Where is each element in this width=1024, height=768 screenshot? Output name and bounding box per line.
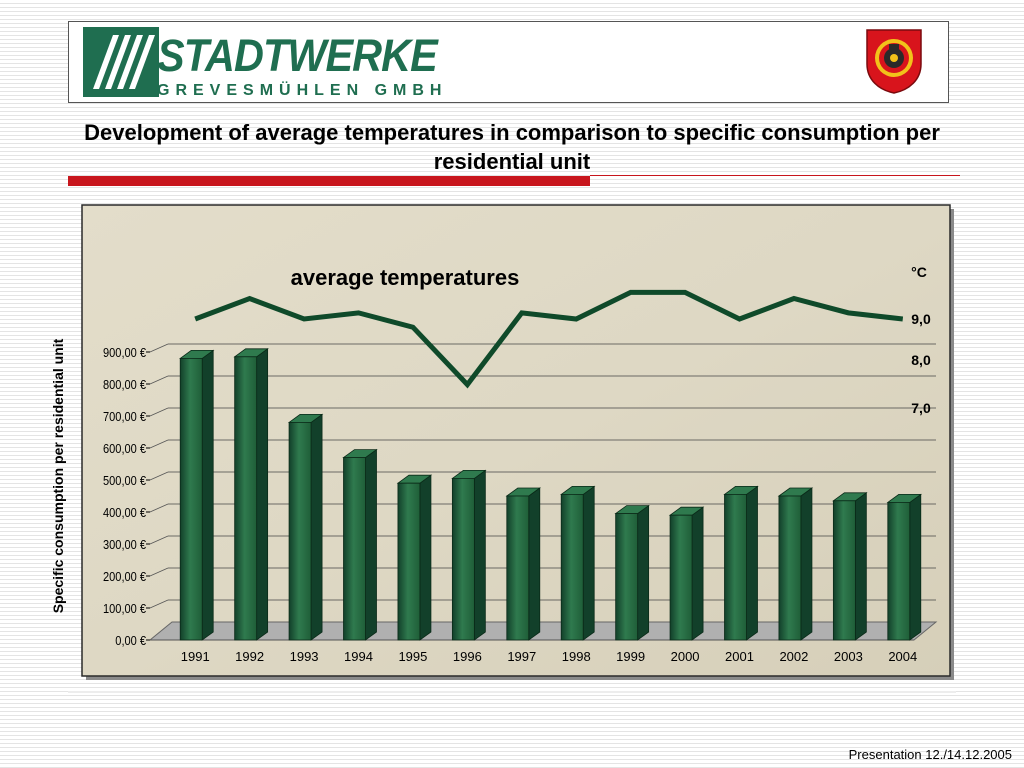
x-tick-label: 2003 [834,649,863,664]
temperature-line [194,289,904,389]
x-tick-label: 1999 [616,649,645,664]
y-tick-label: 600,00 € [103,441,146,456]
bar [560,493,584,641]
x-tick-label: 1997 [507,649,536,664]
x-tick-label: 1996 [453,649,482,664]
logo-wordmark: STADTWERKE [157,30,438,81]
y-tick-label: 900,00 € [103,345,146,360]
grid-line-diagonal [149,343,169,353]
grid-line-diagonal [149,471,169,481]
bar-side [310,413,323,641]
y-tick-label: 400,00 € [103,505,146,520]
y-tick-label: 700,00 € [103,409,146,424]
title-underline-thin [590,175,960,176]
bar-side [854,492,867,641]
logo-subtitle: GREVESMÜHLEN GMBH [157,82,448,99]
bar-side [256,348,269,641]
slide-title: Development of average temperatures in c… [84,120,940,174]
bar [778,495,802,641]
bar-side [691,506,704,641]
bar [669,514,693,641]
bar [451,477,475,641]
y-tick-label: 0,00 € [115,633,146,648]
bar-side [528,487,541,641]
bar [343,457,366,641]
x-tick-label: 2000 [671,649,700,664]
bottom-divider [68,691,956,693]
grid-line-diagonal [149,407,169,417]
x-tick-label: 1992 [235,649,264,664]
bar [724,493,747,641]
temperature-tick-label: 9,0 [911,311,931,327]
bar [832,500,856,641]
grid-line-diagonal [149,439,169,449]
bar-side [365,448,377,641]
bar-side [746,485,758,641]
bar [288,421,312,641]
temperature-tick-label: 7,0 [911,400,931,416]
bar-side [201,349,214,641]
line-series-title: average temperatures [291,265,520,290]
grid-line-diagonal [149,599,169,609]
bar-side [473,469,486,641]
grid-line-diagonal [149,503,169,513]
y-tick-label: 800,00 € [103,377,146,392]
coat-of-arms-icon [866,29,922,94]
temperature-tick-label: 8,0 [911,352,931,368]
grid-line-diagonal [149,535,169,545]
bar [506,495,530,641]
bar [179,357,203,641]
stadtwerke-logo-icon [83,27,159,97]
header-box: STADTWERKE GREVESMÜHLEN GMBH [68,21,949,103]
bar [397,482,421,641]
bar-side [909,493,922,641]
x-tick-label: 2001 [725,649,754,664]
y-axis-label: Specific consumption per residential uni… [50,338,66,614]
x-tick-label: 1994 [344,649,373,664]
y-tick-label: 200,00 € [103,569,146,584]
bar [615,513,639,641]
bar [887,501,911,641]
x-tick-label: 1991 [181,649,210,664]
bar-side [800,487,813,641]
grid-line-diagonal [149,375,169,385]
bar-side [419,474,432,641]
temperature-unit-label: °C [911,264,927,280]
x-tick-label: 1993 [290,649,319,664]
bar-side [582,485,595,641]
x-tick-label: 1998 [562,649,591,664]
y-tick-label: 500,00 € [103,473,146,488]
bar [234,356,258,641]
title-underline-thick [68,176,590,186]
footer-text: Presentation 12./14.12.2005 [848,747,1012,762]
grid-line-diagonal [149,567,169,577]
bar-side [637,504,650,641]
x-tick-label: 2002 [779,649,808,664]
x-tick-label: 2004 [888,649,917,664]
x-tick-label: 1995 [398,649,427,664]
y-tick-label: 300,00 € [103,537,146,552]
y-tick-label: 100,00 € [103,601,146,616]
